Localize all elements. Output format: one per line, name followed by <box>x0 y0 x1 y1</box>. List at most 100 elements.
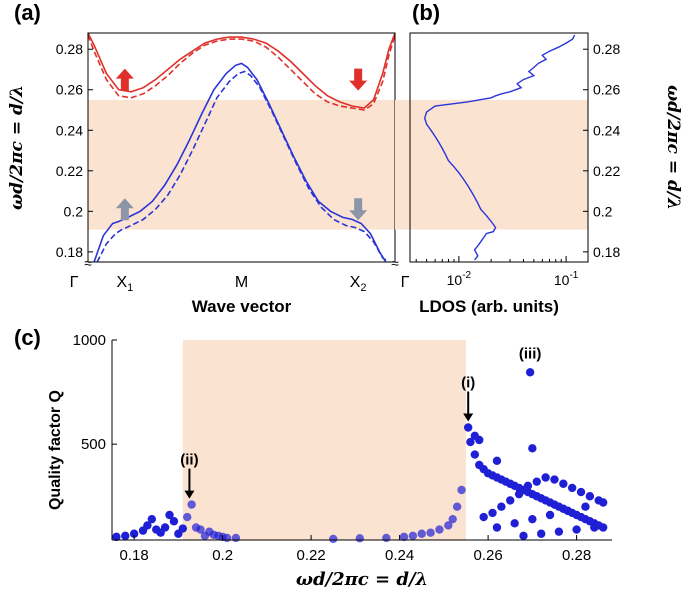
data-point <box>492 456 502 466</box>
data-point <box>435 525 444 534</box>
data-point <box>541 473 550 482</box>
x-tick-label: 0.24 <box>385 547 414 564</box>
data-point <box>329 534 338 544</box>
data-point <box>559 479 568 488</box>
y-tick-label: 0.24 <box>593 122 620 138</box>
x-tick-label: 0.2 <box>212 547 233 564</box>
data-point <box>598 523 608 532</box>
data-point <box>382 533 391 543</box>
data-point <box>528 514 537 524</box>
annotation-arrowhead-1 <box>184 490 195 499</box>
data-point <box>525 368 535 377</box>
x-tick-label-2: M <box>235 274 248 291</box>
x-tick-label: 0.28 <box>562 547 591 564</box>
y-tick-label: 0.18 <box>593 244 620 260</box>
data-point <box>572 525 581 534</box>
y-tick-label: 0.28 <box>56 41 83 57</box>
panel-label-a: (a) <box>14 0 41 25</box>
bandgap-shading <box>88 99 395 230</box>
data-point <box>121 531 130 541</box>
x-axis-label: ωd/2πc = d/λ <box>296 569 428 590</box>
data-point <box>581 502 590 511</box>
x-axis-label: LDOS (arb. units) <box>419 297 559 316</box>
data-point <box>585 492 595 501</box>
y-tick-label: 0.2 <box>593 203 613 219</box>
band-lower-solid <box>93 62 387 263</box>
data-point <box>537 529 546 538</box>
arrow-down-arrow-3 <box>349 198 368 221</box>
annotation-label-0: (i) <box>461 375 475 392</box>
data-point <box>554 527 564 536</box>
x-tick-label: 0.18 <box>120 547 149 564</box>
data-point <box>532 477 541 486</box>
data-point <box>479 512 488 522</box>
y-tick-label: 0.22 <box>56 163 83 179</box>
data-point <box>399 532 409 542</box>
data-point <box>187 500 196 509</box>
data-point <box>448 514 457 524</box>
data-point <box>457 485 466 495</box>
data-point <box>576 487 586 497</box>
axis-break-left: ≈ <box>84 255 92 271</box>
data-point <box>408 531 418 541</box>
annotation-arrowhead-0 <box>463 413 474 422</box>
data-point <box>112 532 121 542</box>
x-tick-label-4: Γ <box>401 274 410 291</box>
panel-label-c: (c) <box>14 325 41 350</box>
data-point <box>160 523 170 532</box>
data-point <box>452 502 462 511</box>
data-point <box>426 528 435 537</box>
bandgap-shading <box>410 99 588 230</box>
data-point <box>143 521 152 530</box>
data-point <box>470 431 480 441</box>
arrow-down-arrow-1 <box>349 68 368 91</box>
band-lower-dashed <box>96 70 390 263</box>
y-tick-label: 500 <box>81 436 106 453</box>
data-point <box>196 525 205 534</box>
data-point <box>444 521 453 530</box>
y-tick-label: 0.26 <box>593 82 620 98</box>
bandgap-shading-gap <box>395 99 410 230</box>
panel-label-b: (b) <box>412 0 440 25</box>
data-point <box>563 506 572 516</box>
y-tick-label: 0.22 <box>593 163 620 179</box>
data-point <box>514 489 524 499</box>
y-axis-label: Quality factor Q <box>47 390 64 510</box>
data-point <box>492 523 502 532</box>
x-tick-label: 0.26 <box>474 547 503 564</box>
data-point <box>545 510 555 520</box>
y-tick-label: 0.24 <box>56 122 83 138</box>
data-point <box>147 514 157 524</box>
data-point <box>470 450 480 459</box>
annotation-label-2: (iii) <box>519 345 542 362</box>
data-point <box>506 496 515 505</box>
y-axis-label: ωd/2πc = d/λ <box>7 85 27 210</box>
data-point <box>178 524 187 533</box>
data-point <box>355 534 364 543</box>
data-point <box>463 423 473 432</box>
axis-break-right: ≈ <box>391 255 399 271</box>
data-point <box>528 444 537 453</box>
x-tick-label: 10-2 <box>447 270 472 288</box>
data-point <box>567 483 577 493</box>
data-point <box>519 531 528 541</box>
band-upper-solid <box>87 32 396 109</box>
data-point <box>466 437 475 447</box>
annotation-label-1: (ii) <box>180 452 198 469</box>
y-tick-label: 0.18 <box>56 244 83 260</box>
y-tick-label: 0.2 <box>64 203 84 219</box>
data-point <box>129 529 139 538</box>
x-tick-label-0: Γ <box>70 274 79 291</box>
data-point <box>550 475 559 484</box>
y-tick-label: 0.28 <box>593 41 620 57</box>
x-axis-label: Wave vector <box>192 297 292 316</box>
arrow-up-arrow-0 <box>115 68 134 91</box>
ldos-curve <box>423 34 576 261</box>
data-point <box>169 517 179 526</box>
data-point <box>231 533 241 543</box>
data-point <box>497 502 506 511</box>
panel-b-ldos: 0.18 0.2 0.22 0.24 0.26 0.28 10-2 10-1 LDOS (arb… <box>395 32 683 316</box>
data-point <box>598 498 608 507</box>
